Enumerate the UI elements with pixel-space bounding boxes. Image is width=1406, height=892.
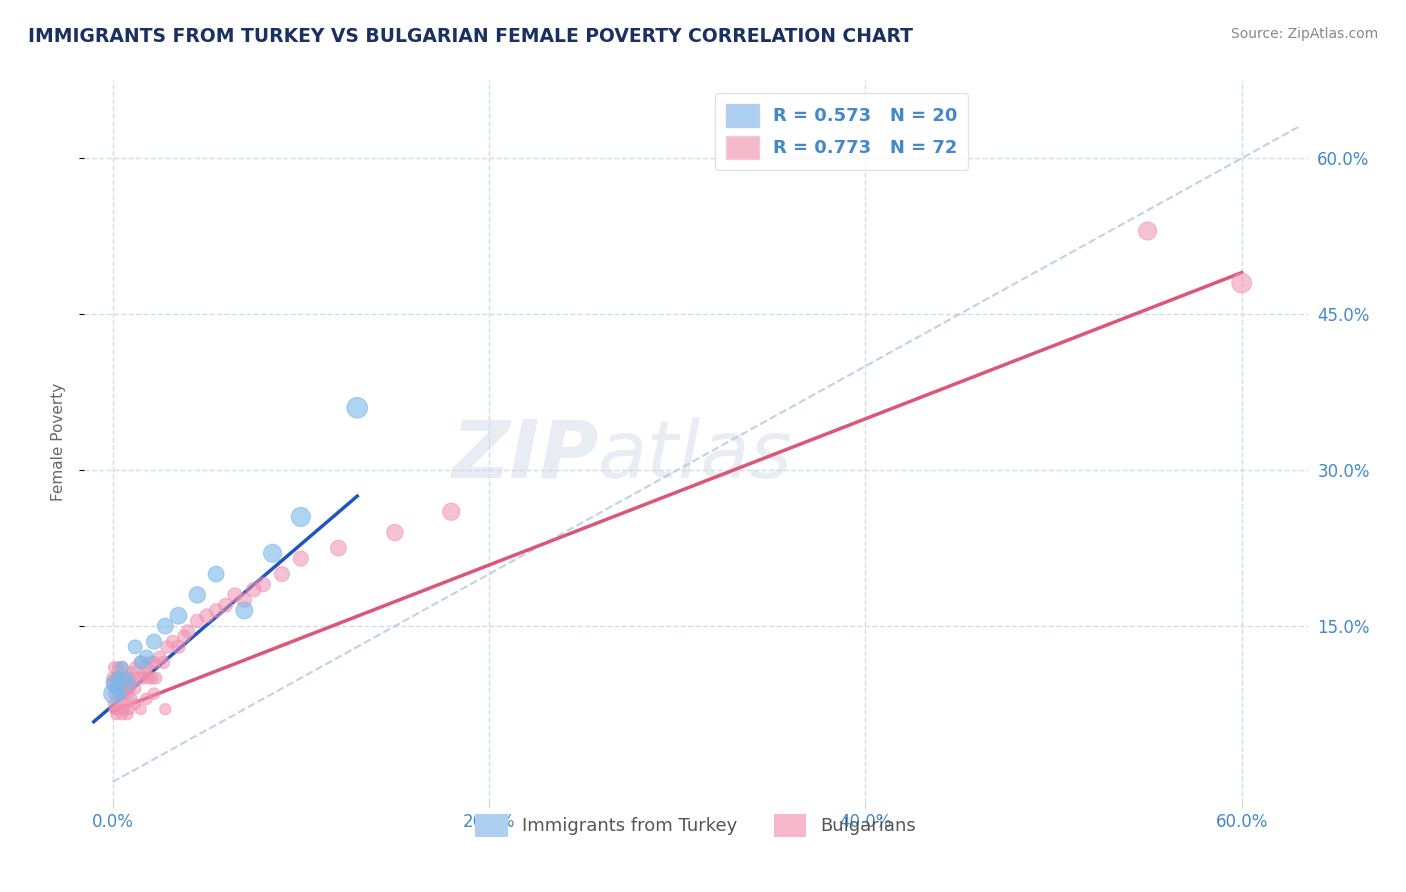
Point (155, 702, 177, 716)
Point (124, 697, 146, 711)
Point (290, 509, 312, 524)
Text: ZIP: ZIP (451, 417, 598, 495)
Point (135, 691, 157, 706)
Point (129, 702, 152, 716)
Point (124, 640, 146, 654)
Point (111, 707, 134, 722)
Point (103, 676, 125, 690)
Point (120, 665, 142, 680)
Point (242, 582, 264, 597)
Point (290, 551, 312, 566)
Point (108, 687, 131, 701)
Point (143, 687, 166, 701)
Point (233, 603, 256, 617)
Point (117, 687, 139, 701)
Point (105, 707, 128, 722)
Point (156, 640, 179, 654)
Point (103, 687, 125, 701)
Point (118, 676, 141, 690)
Point (103, 687, 125, 701)
Point (1136, 224, 1159, 238)
Point (129, 656, 152, 670)
Point (111, 660, 134, 674)
Point (103, 697, 125, 711)
Point (167, 608, 190, 623)
Point (105, 681, 128, 696)
Point (101, 671, 124, 685)
Point (177, 624, 200, 639)
Point (252, 577, 274, 591)
Point (120, 676, 142, 690)
Point (111, 660, 134, 674)
Point (120, 691, 142, 706)
Point (152, 656, 174, 670)
Point (205, 567, 228, 582)
Point (195, 608, 218, 623)
Point (118, 671, 141, 685)
Point (118, 681, 141, 696)
Point (112, 702, 135, 716)
Point (124, 660, 146, 674)
Point (114, 681, 136, 696)
Point (114, 676, 136, 690)
Point (173, 630, 195, 644)
Text: IMMIGRANTS FROM TURKEY VS BULGARIAN FEMALE POVERTY CORRELATION CHART: IMMIGRANTS FROM TURKEY VS BULGARIAN FEMA… (28, 27, 912, 45)
Point (135, 650, 157, 665)
Point (112, 687, 135, 701)
Point (112, 671, 135, 685)
Point (129, 656, 152, 670)
Point (346, 401, 368, 415)
Point (440, 505, 463, 519)
Legend: Immigrants from Turkey, Bulgarians: Immigrants from Turkey, Bulgarians (468, 806, 924, 845)
Point (233, 593, 256, 607)
Point (186, 614, 208, 628)
Point (124, 681, 146, 696)
Point (105, 671, 128, 685)
Point (162, 634, 184, 648)
Point (118, 702, 141, 716)
Point (114, 697, 136, 711)
Point (145, 671, 167, 685)
Point (128, 671, 150, 685)
Point (134, 665, 156, 680)
Point (135, 660, 157, 674)
Point (117, 707, 139, 722)
Point (107, 687, 129, 701)
Point (1230, 276, 1253, 290)
Point (138, 671, 160, 685)
Point (214, 599, 236, 613)
Point (114, 671, 136, 685)
Point (271, 567, 294, 582)
Point (149, 650, 172, 665)
Point (262, 546, 284, 560)
Point (117, 671, 139, 685)
Point (108, 671, 131, 685)
Point (111, 676, 134, 690)
Point (186, 588, 208, 602)
Point (131, 671, 153, 685)
Point (108, 681, 131, 696)
Text: Source: ZipAtlas.com: Source: ZipAtlas.com (1230, 27, 1378, 41)
Point (103, 660, 125, 674)
Point (139, 656, 162, 670)
Point (103, 702, 125, 716)
Point (143, 634, 166, 648)
Point (143, 656, 166, 670)
Point (107, 671, 129, 685)
Point (328, 541, 350, 555)
Point (103, 676, 125, 690)
Point (205, 603, 228, 617)
Point (105, 681, 128, 696)
Point (167, 640, 190, 654)
Text: atlas: atlas (598, 417, 793, 495)
Point (108, 697, 131, 711)
Point (141, 671, 163, 685)
Point (155, 619, 177, 633)
Point (107, 702, 129, 716)
Point (224, 588, 246, 602)
Y-axis label: Female Poverty: Female Poverty (51, 383, 66, 500)
Point (384, 525, 406, 540)
Point (107, 660, 129, 674)
